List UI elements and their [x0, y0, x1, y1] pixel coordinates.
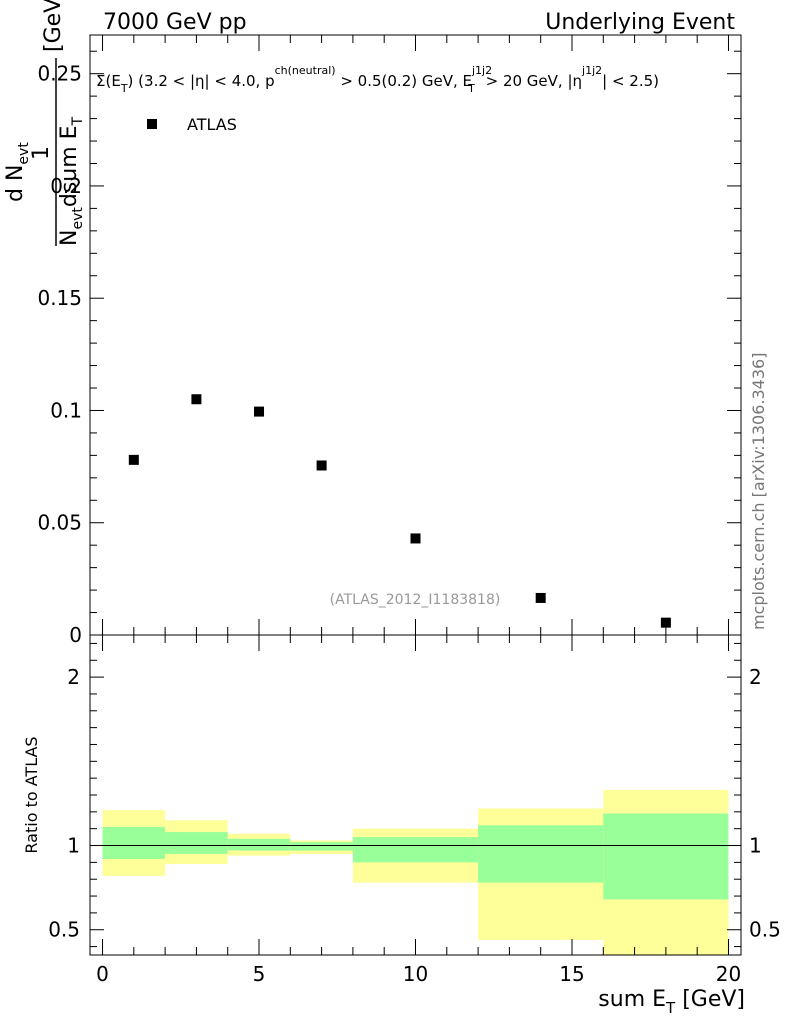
inner-band-6: [603, 813, 729, 900]
data-point-3: [316, 460, 327, 471]
subtitle-sub-t2: T: [467, 82, 475, 95]
subtitle-cond4: | < 2.5): [602, 72, 659, 90]
subtitle-cond: ) (3.2 < |η| < 4.0, p: [128, 72, 275, 90]
ratio-y-axis-title: Ratio to ATLAS: [22, 736, 41, 853]
ylabel-evt2: evt: [16, 142, 32, 165]
chart-subtitle: Σ(ET) (3.2 < |η| < 4.0, pch(neutral) > 0…: [96, 64, 659, 95]
data-points: [128, 394, 671, 628]
ratio-xtick-label-1: 5: [253, 962, 266, 986]
ylabel-dn: d N: [3, 165, 28, 202]
xlabel-sub: T: [665, 999, 676, 1017]
ylabel-numerator: d Nevt: [3, 142, 32, 202]
inner-band-0: [102, 827, 166, 859]
data-point-5: [535, 592, 546, 603]
ratio-ytick-label-right-1: 1: [749, 834, 762, 858]
subtitle-sub-t: T: [120, 82, 128, 95]
main-ytick-label-5: 0.25: [37, 62, 82, 86]
xlabel-main: sum E: [598, 987, 666, 1012]
subtitle-sup-ch: ch(neutral): [275, 64, 336, 77]
data-point-4: [410, 533, 421, 544]
main-ytick-label-2: 0.1: [50, 398, 82, 422]
ylabel-unit: [GeV-1]: [38, 0, 66, 52]
inner-band-5: [478, 825, 604, 883]
analysis-tag: (ATLAS_2012_I1183818): [330, 592, 501, 608]
ylabel-evt: evt: [70, 207, 86, 230]
ylabel-n: N: [57, 230, 82, 246]
ratio-ytick-label-right-0: 0.5: [749, 918, 781, 942]
main-ytick-label-1: 0.05: [37, 511, 82, 535]
inner-band-1: [165, 832, 228, 854]
header-left-label: 7000 GeV pp: [103, 10, 247, 35]
side-note: mcplots.cern.ch [arXiv:1306.3436]: [749, 353, 768, 630]
subtitle-cond3: > 20 GeV, |η: [481, 72, 582, 90]
ratio-panel-ticks: 0 5 10 15 20 0.5 0.5 1 1 2 2: [48, 635, 781, 986]
ratio-xtick-label-3: 15: [559, 962, 584, 986]
x-axis-title: sum ET [GeV]: [598, 987, 745, 1017]
ratio-xtick-label-2: 10: [403, 962, 428, 986]
subtitle-sigma: Σ(E: [96, 72, 121, 90]
ylabel-one: 1: [29, 146, 54, 160]
main-ytick-label-3: 0.15: [37, 286, 82, 310]
subtitle-sup-j: j1j2: [471, 64, 492, 77]
data-point-6: [660, 617, 671, 628]
inner-band-3: [290, 842, 353, 851]
ratio-ytick-label-left-1: 1: [67, 834, 80, 858]
subtitle-cond2: > 0.5(0.2) GeV, E: [336, 72, 472, 90]
ylabel-unit-open: [GeV: [41, 0, 66, 52]
ratio-xtick-label-4: 20: [716, 962, 741, 986]
ratio-xtick-label-0: 0: [96, 962, 109, 986]
ratio-ytick-label-right-2: 2: [749, 665, 762, 689]
inner-band-2: [227, 838, 291, 851]
ratio-ytick-label-left-2: 2: [67, 665, 80, 689]
data-point-2: [254, 406, 265, 417]
data-point-0: [128, 454, 139, 465]
ylabel-t: T: [70, 116, 86, 126]
main-panel-ticks: 00.050.10.150.20.25: [37, 35, 741, 647]
ratio-bands: [102, 789, 729, 955]
xlabel-unit: [GeV]: [675, 987, 745, 1012]
ylabel-denominator: Nevtdsum ET: [57, 116, 86, 246]
data-point-1: [191, 394, 202, 405]
subtitle-sup-j2: j1j2: [581, 64, 602, 77]
legend-label: ATLAS: [187, 115, 237, 134]
main-ytick-label-0: 0: [69, 623, 82, 647]
main-y-axis-title: 1 Nevtdsum ET d Nevt [GeV-1]: [3, 0, 86, 246]
ylabel-dsum: dsum E: [57, 125, 82, 207]
header-right-label: Underlying Event: [545, 10, 735, 35]
ratio-ytick-label-left-0: 0.5: [48, 918, 80, 942]
inner-band-4: [352, 837, 479, 863]
legend-marker: [147, 119, 157, 129]
